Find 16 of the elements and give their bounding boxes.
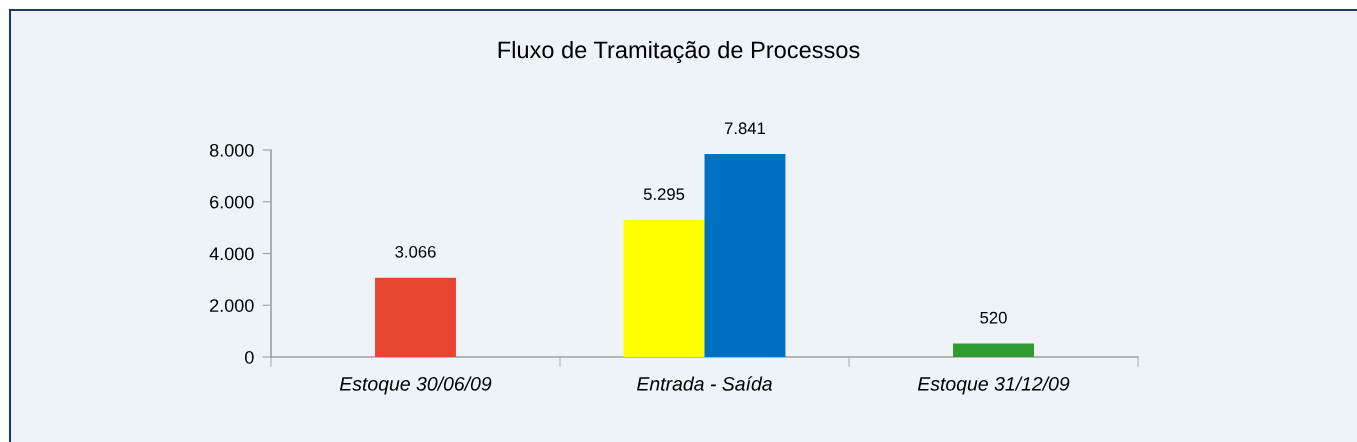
y-tick-label: 0 (245, 350, 254, 364)
bar (704, 154, 786, 357)
data-label: 520 (980, 311, 1007, 324)
x-tick-label: Estoque 30/06/09 (339, 376, 492, 395)
x-tick-label: Entrada - Saída (637, 376, 772, 391)
y-tick-label: 8.000 (209, 143, 254, 157)
bar (375, 277, 456, 357)
y-tick-label: 4.000 (209, 247, 254, 261)
chart-title: Fluxo de Tramitação de Processos (498, 40, 860, 64)
x-tick-label: Estoque 31/12/09 (917, 376, 1070, 395)
data-label: 7.841 (724, 122, 765, 135)
y-tick-label: 2.000 (210, 299, 254, 312)
y-tick-label: 6.000 (210, 195, 254, 209)
data-label: 3.066 (395, 245, 436, 258)
data-label: 5.295 (643, 188, 685, 201)
bar (953, 343, 1034, 357)
